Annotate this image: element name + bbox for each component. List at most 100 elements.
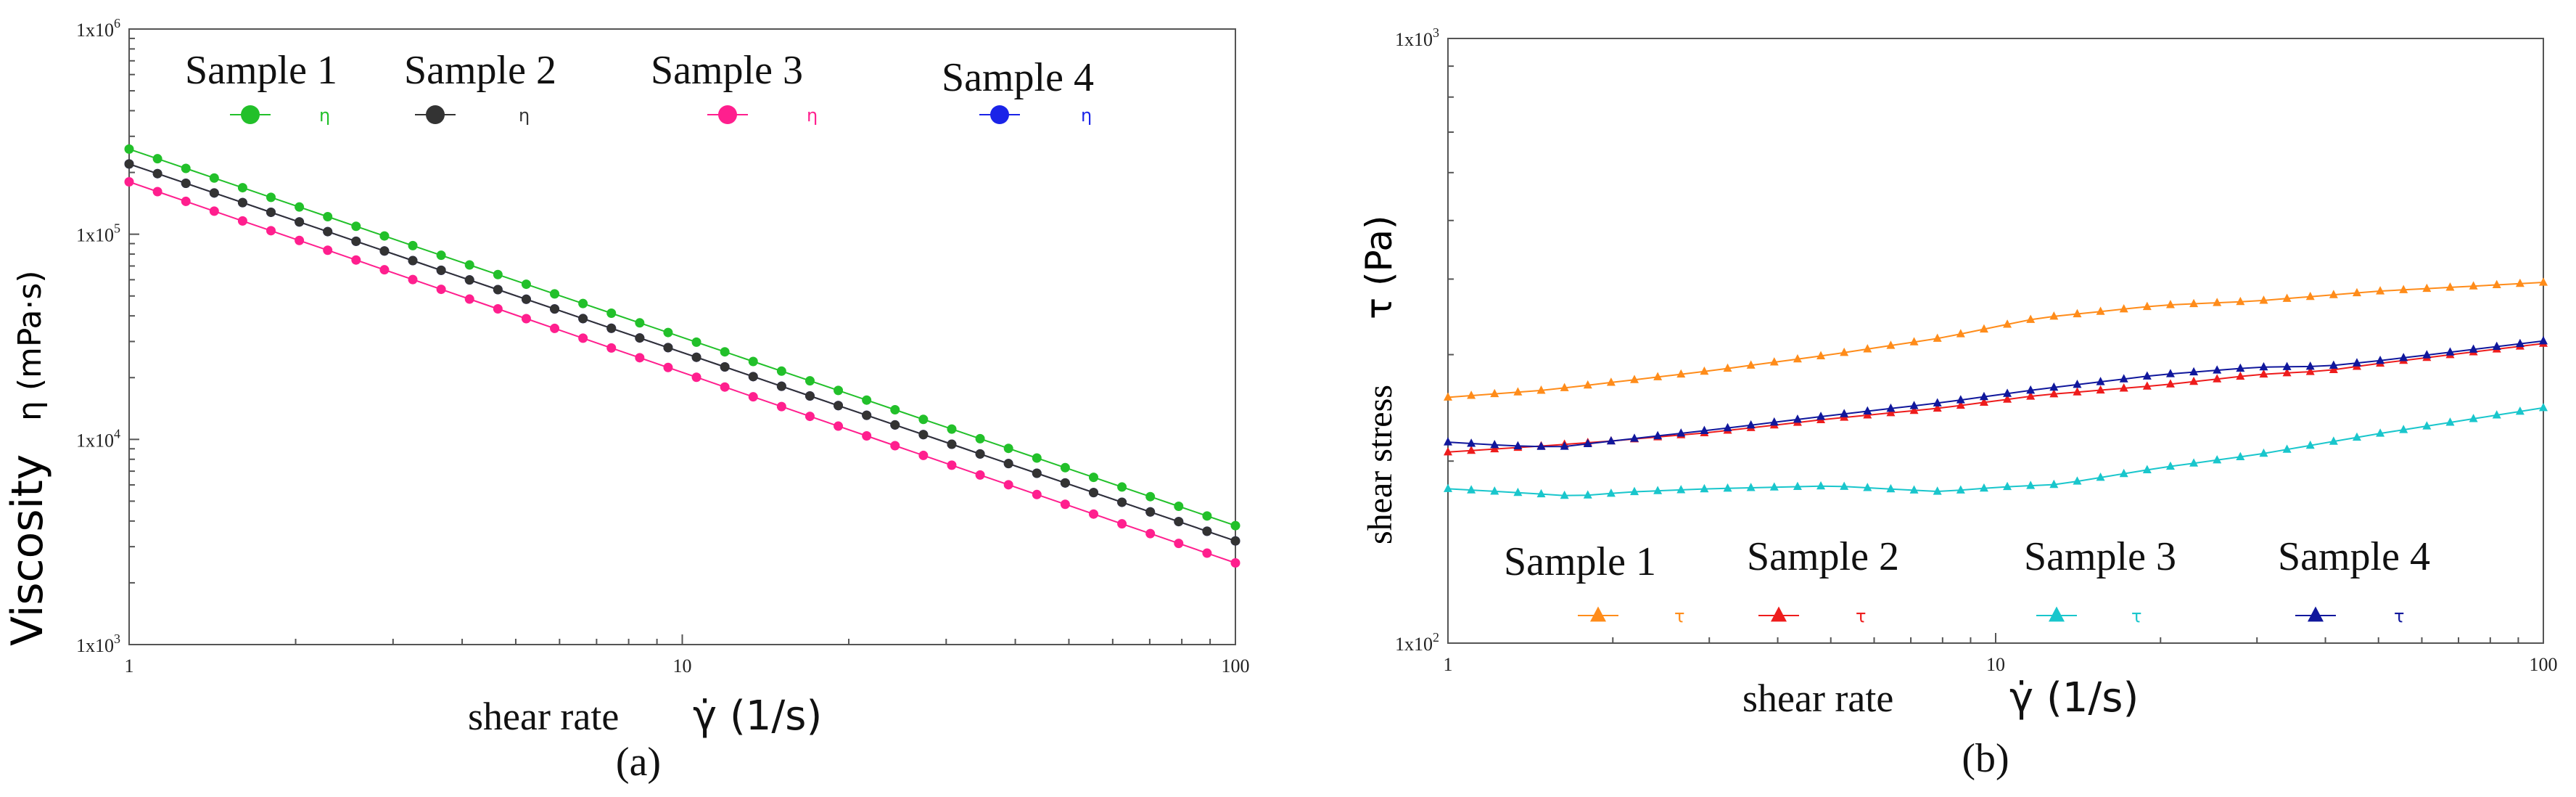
data-point-sample-2 (181, 179, 191, 189)
data-point-sample-3 (890, 441, 900, 451)
data-point-sample-3 (2445, 417, 2455, 426)
data-point-sample-3 (805, 412, 815, 422)
data-point-sample-1 (1003, 444, 1013, 454)
series-line-sample-1 (1447, 282, 2544, 398)
data-point-sample-1 (1840, 347, 1849, 356)
data-point-sample-3 (266, 226, 276, 236)
data-point-sample-2 (890, 420, 900, 430)
data-point-sample-2 (1909, 405, 1919, 414)
data-point-sample-4 (1793, 414, 1802, 423)
b-x-tick-label: 1 (1444, 654, 1453, 675)
data-point-sample-1 (408, 240, 418, 250)
data-point-sample-4 (2422, 350, 2432, 359)
data-point-sample-1 (1653, 372, 1663, 380)
data-point-sample-2 (1933, 403, 1942, 412)
data-point-sample-3 (2305, 440, 2315, 449)
data-point-sample-2 (351, 236, 361, 246)
data-point-sample-4 (1909, 401, 1919, 409)
data-point-sample-1 (2026, 314, 2036, 323)
data-point-sample-2 (2329, 364, 2338, 373)
legend-label: Sample 4 (2278, 534, 2430, 579)
data-point-sample-2 (521, 294, 531, 304)
data-point-sample-1 (1816, 351, 1826, 359)
data-point-sample-2 (862, 410, 872, 420)
data-point-sample-2 (2096, 385, 2105, 394)
data-point-sample-1 (691, 337, 701, 347)
data-point-sample-1 (2492, 279, 2501, 289)
data-point-sample-4 (1513, 441, 1523, 449)
data-point-sample-2 (2165, 379, 2175, 388)
data-point-sample-1 (1060, 462, 1070, 473)
data-point-sample-4 (2165, 369, 2175, 377)
data-point-sample-1 (379, 231, 390, 241)
data-point-sample-2 (834, 401, 844, 411)
data-point-sample-2 (550, 304, 560, 314)
data-point-sample-4 (1816, 412, 1826, 420)
a-y-tick-base: 1x10 (76, 430, 114, 451)
data-point-sample-3 (124, 177, 134, 187)
data-point-sample-1 (436, 250, 446, 261)
data-point-sample-3 (1746, 483, 1756, 491)
data-point-sample-1 (975, 433, 985, 444)
data-point-sample-3 (748, 392, 758, 402)
legend-marker (1771, 606, 1787, 622)
data-point-sample-1 (1467, 391, 1476, 399)
data-point-sample-2 (578, 314, 588, 324)
data-point-sample-2 (464, 275, 474, 285)
data-point-sample-3 (691, 372, 701, 383)
data-point-sample-1 (1560, 383, 1569, 391)
a-y-tick-label: 1x105 (76, 221, 120, 246)
data-point-sample-4 (2096, 377, 2105, 385)
data-point-sample-3 (1003, 480, 1013, 490)
data-point-sample-3 (947, 460, 957, 470)
data-point-sample-4 (1606, 436, 1616, 445)
data-point-sample-1 (2399, 285, 2408, 293)
data-point-sample-1 (805, 376, 815, 386)
data-point-sample-1 (1933, 333, 1942, 342)
data-point-sample-1 (1979, 324, 1988, 333)
legend-label: Sample 2 (404, 48, 556, 93)
data-point-sample-3 (1536, 489, 1546, 498)
panel-b-series-layer (1444, 277, 2548, 499)
data-point-sample-3 (237, 216, 247, 226)
data-point-sample-2 (1956, 400, 1965, 409)
legend-marker (2049, 606, 2065, 622)
series-line-sample-1 (128, 148, 1236, 527)
a-y-tick-exponent: 5 (114, 221, 120, 236)
legend-marker (426, 105, 445, 124)
data-point-sample-1 (1202, 511, 1212, 521)
data-point-sample-3 (2096, 473, 2105, 481)
legend-item-sample-2: Sample 2 τ (1747, 534, 1899, 626)
legend-label: Sample 3 (2024, 534, 2176, 579)
data-point-sample-2 (2073, 387, 2082, 396)
data-point-sample-3 (606, 343, 617, 353)
panel-a-xlabel-prefix: shear rate (468, 695, 619, 738)
data-point-sample-3 (1230, 558, 1240, 568)
data-point-sample-1 (237, 183, 247, 193)
data-point-sample-4 (2282, 361, 2292, 370)
data-point-sample-1 (1145, 491, 1156, 502)
data-point-sample-4 (1560, 441, 1569, 450)
data-point-sample-4 (2305, 361, 2315, 370)
data-point-sample-4 (2329, 360, 2338, 369)
data-point-sample-1 (2376, 286, 2385, 295)
data-point-sample-3 (2352, 432, 2361, 441)
data-point-sample-3 (2492, 410, 2501, 419)
data-point-sample-1 (1174, 502, 1184, 512)
data-point-sample-3 (2282, 444, 2292, 453)
series-sample-2 (124, 159, 1240, 546)
data-point-sample-4 (2213, 365, 2222, 374)
panel-a-label: (a) (616, 740, 661, 785)
data-point-sample-1 (1793, 353, 1802, 363)
panel-a-ylabel-prefix: Viscosity (2, 454, 53, 646)
data-point-sample-4 (1444, 437, 1452, 446)
data-point-sample-3 (464, 294, 474, 304)
data-point-sample-1 (776, 366, 786, 376)
data-point-sample-3 (2236, 451, 2245, 460)
data-point-sample-4 (1467, 438, 1476, 447)
data-point-sample-1 (550, 289, 560, 299)
panel-b-x-axis-title: shear rate γ̇ (1/s) (1742, 674, 2139, 722)
data-point-sample-3 (1863, 483, 1872, 491)
